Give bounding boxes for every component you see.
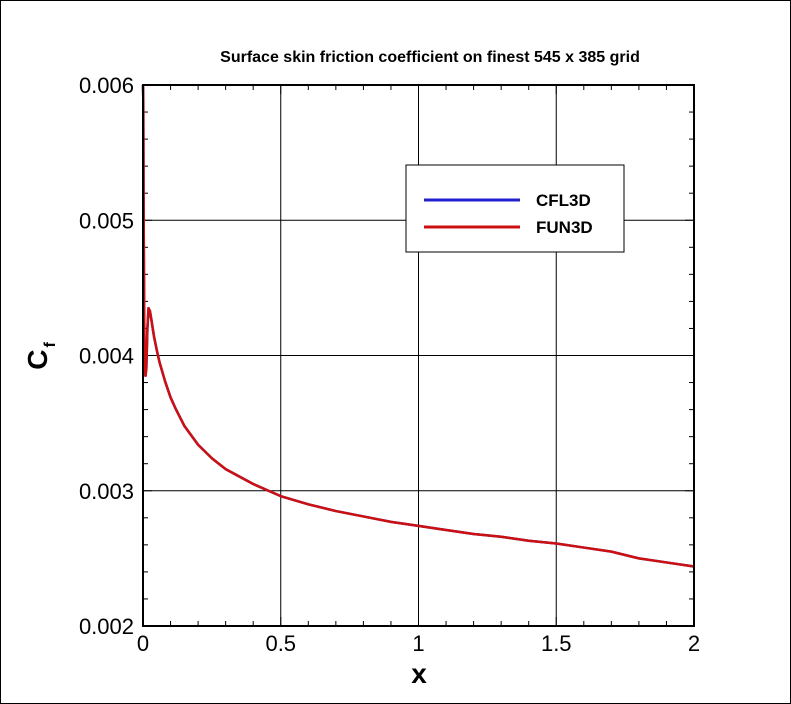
y-tick-labels: 0.002 0.003 0.004 0.005 0.006 bbox=[79, 73, 134, 639]
y-axis-label-sub: f bbox=[42, 342, 59, 348]
x-tick-label: 2 bbox=[688, 631, 700, 656]
y-tick-label: 0.005 bbox=[79, 208, 134, 233]
y-tick-label: 0.004 bbox=[79, 344, 134, 369]
x-tick-label: 1.5 bbox=[541, 631, 572, 656]
data-series bbox=[141, 84, 695, 568]
y-axis-label-main: C bbox=[22, 350, 53, 370]
y-axis-label: Cf bbox=[22, 342, 59, 370]
legend: CFL3D FUN3D bbox=[405, 164, 625, 253]
svg-text:Cf: Cf bbox=[22, 342, 59, 370]
x-tick-label: 0 bbox=[137, 631, 149, 656]
x-tick-label: 1 bbox=[412, 631, 424, 656]
x-axis-label: x bbox=[411, 658, 427, 689]
x-tick-label: 0.5 bbox=[265, 631, 296, 656]
plot-area-border bbox=[142, 84, 695, 627]
x-tick-labels: 0 0.5 1 1.5 2 bbox=[137, 631, 700, 656]
y-tick-label: 0.003 bbox=[79, 479, 134, 504]
chart-title: Surface skin friction coefficient on fin… bbox=[220, 49, 640, 66]
y-tick-label: 0.002 bbox=[79, 614, 134, 639]
legend-box bbox=[405, 164, 625, 253]
legend-label-cfl3d: CFL3D bbox=[536, 191, 591, 210]
legend-label-fun3d: FUN3D bbox=[536, 218, 593, 237]
series-line-fun3d bbox=[141, 84, 695, 568]
y-tick-label: 0.006 bbox=[79, 73, 134, 98]
